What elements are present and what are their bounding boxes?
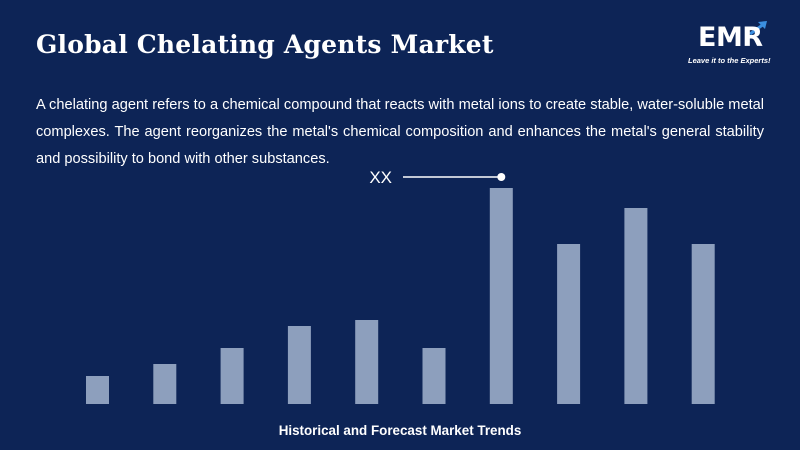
chart-caption: Historical and Forecast Market Trends	[278, 423, 522, 438]
annotation-dot	[497, 173, 506, 181]
emr-logo: EMR Leave it to the Experts!	[688, 18, 772, 70]
market-description: A chelating agent refers to a chemical c…	[36, 97, 764, 167]
annotation-label: XX	[369, 168, 392, 187]
bar-6	[422, 348, 446, 404]
bar-9	[624, 208, 648, 404]
bar-7	[489, 188, 513, 404]
logo-arrow-icon	[749, 21, 767, 36]
bars-group	[86, 188, 715, 404]
bar-5	[355, 320, 379, 404]
logo-text: EMR	[698, 22, 763, 53]
bar-4	[287, 326, 311, 404]
logo-tagline: Leave it to the Experts!	[688, 56, 771, 65]
bar-2	[153, 364, 177, 404]
annotation-group: XX	[369, 168, 506, 187]
bar-3	[220, 348, 244, 404]
bar-10	[691, 244, 715, 404]
page-title: Global Chelating Agents Market	[36, 30, 494, 59]
bar-1	[86, 376, 109, 404]
bar-8	[557, 244, 581, 404]
